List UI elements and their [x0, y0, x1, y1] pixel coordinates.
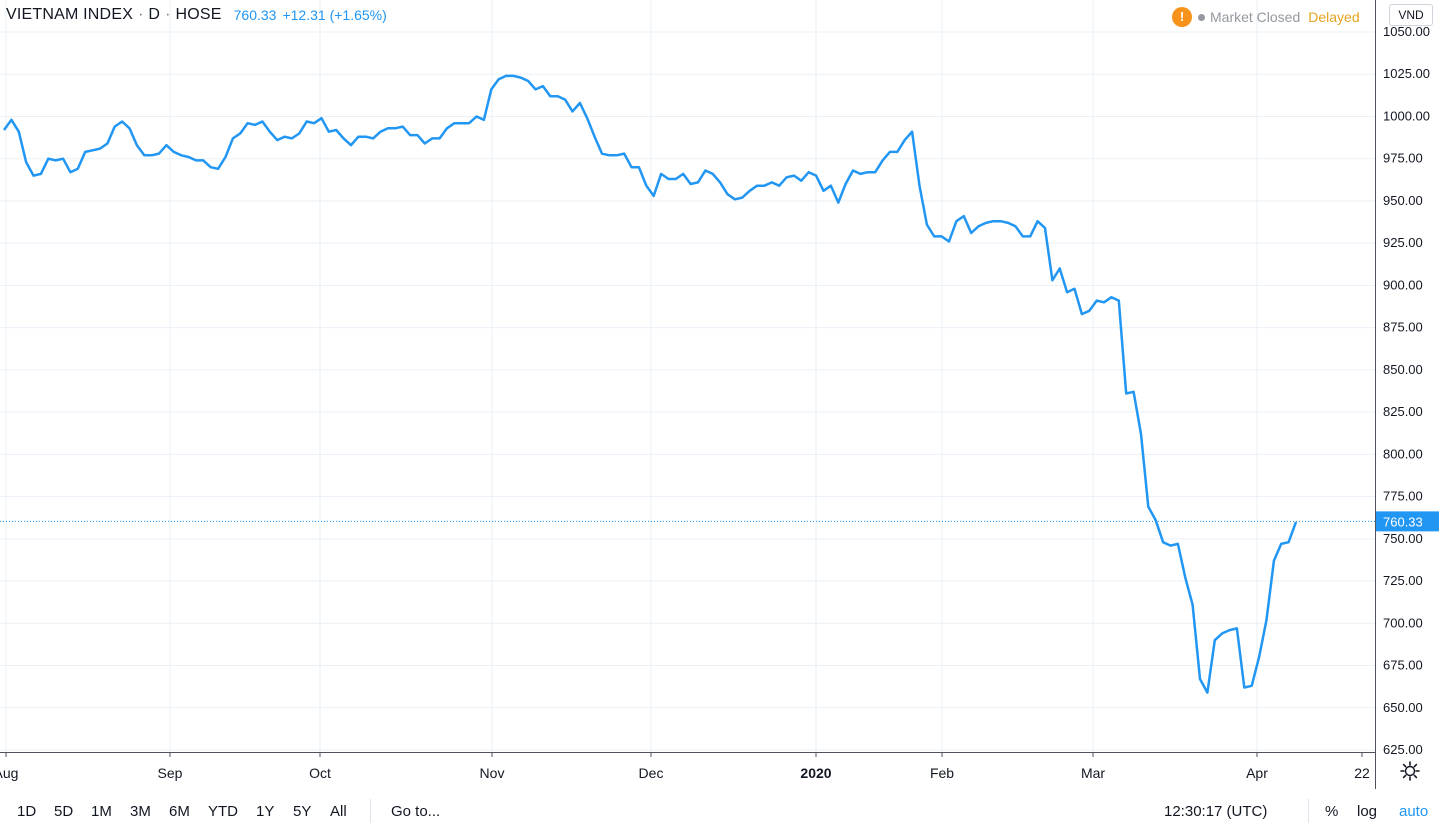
y-tick-label: 675.00: [1383, 658, 1423, 673]
range-1m-button[interactable]: 1M: [91, 803, 112, 820]
range-all-button[interactable]: All: [330, 803, 347, 820]
goto-date-button[interactable]: Go to...: [391, 803, 441, 820]
y-tick-label: 1050.00: [1383, 24, 1430, 39]
y-tick-label: 625.00: [1383, 742, 1423, 757]
header-separator: ·: [138, 6, 144, 23]
y-tick-label: 875.00: [1383, 320, 1423, 335]
x-tick-label: 2020: [800, 765, 831, 781]
range-3m-button[interactable]: 3M: [130, 803, 151, 820]
last-price-label: 760.33: [1383, 514, 1423, 529]
range-1d-button[interactable]: 1D: [17, 803, 37, 820]
range-6m-button[interactable]: 6M: [169, 803, 190, 820]
y-tick-label: 700.00: [1383, 615, 1423, 630]
x-tick-label: Aug: [0, 765, 18, 781]
price-change: +12.31 (+1.65%): [282, 7, 387, 23]
y-tick-label: 950.00: [1383, 193, 1423, 208]
last-price: 760.33: [233, 7, 277, 23]
percent-scale-toggle[interactable]: %: [1325, 803, 1339, 820]
x-tick-label: Feb: [930, 765, 954, 781]
x-tick-label: Mar: [1081, 765, 1105, 781]
exchange-label: HOSE: [175, 6, 222, 23]
x-tick-label: Apr: [1246, 765, 1268, 781]
y-tick-label: 650.00: [1383, 700, 1423, 715]
range-5y-button[interactable]: 5Y: [293, 803, 312, 820]
range-ytd-button[interactable]: YTD: [208, 803, 238, 820]
range-5d-button[interactable]: 5D: [54, 803, 74, 820]
series-line: [2, 74, 1298, 694]
chart-header: VIETNAM INDEX · D · HOSE 760.33 +12.31 (…: [6, 6, 387, 24]
y-tick-label: 825.00: [1383, 404, 1423, 419]
market-status: ! Market Closed Delayed: [1172, 7, 1360, 27]
utc-clock[interactable]: 12:30:17 (UTC): [1164, 803, 1268, 820]
data-mode-badge: Delayed: [1308, 9, 1360, 25]
y-tick-label: 750.00: [1383, 531, 1423, 546]
toolbar-divider: [370, 799, 371, 823]
x-tick-label: Oct: [309, 765, 331, 781]
x-tick-label: Sep: [158, 765, 183, 781]
y-tick-label: 1000.00: [1383, 108, 1430, 123]
header-separator: ·: [165, 6, 171, 23]
y-tick-label: 775.00: [1383, 489, 1423, 504]
warning-icon[interactable]: !: [1172, 7, 1192, 27]
toolbar-divider: [1308, 799, 1309, 823]
last-price-label-bg: [1376, 511, 1439, 532]
settings-gear-icon[interactable]: [1399, 760, 1421, 782]
price-chart[interactable]: 625.00 650.00 675.00 700.00 725.00 750.00 775.…: [0, 0, 1447, 790]
y-tick-label: 975.00: [1383, 151, 1423, 166]
y-tick-label: 1025.00: [1383, 66, 1430, 81]
y-tick-label: 800.00: [1383, 446, 1423, 461]
auto-scale-toggle[interactable]: auto: [1399, 803, 1429, 820]
x-tick-label: 22: [1354, 765, 1370, 781]
y-tick-label: 725.00: [1383, 573, 1423, 588]
range-1y-button[interactable]: 1Y: [256, 803, 275, 820]
x-tick-label: Nov: [480, 765, 505, 781]
y-tick-label: 850.00: [1383, 362, 1423, 377]
currency-badge[interactable]: VND: [1389, 4, 1433, 26]
status-dot-icon: [1198, 13, 1205, 21]
interval-label[interactable]: D: [148, 6, 161, 23]
x-tick-label: Dec: [639, 765, 664, 781]
log-scale-toggle[interactable]: log: [1357, 803, 1378, 820]
y-tick-label: 900.00: [1383, 277, 1423, 292]
y-tick-label: 925.00: [1383, 235, 1423, 250]
symbol-name[interactable]: VIETNAM INDEX: [6, 6, 134, 23]
bottom-toolbar: 1D 5D 1M 3M 6M YTD 1Y 5Y All Go to... 12…: [0, 789, 1447, 833]
market-state: Market Closed: [1210, 9, 1301, 25]
